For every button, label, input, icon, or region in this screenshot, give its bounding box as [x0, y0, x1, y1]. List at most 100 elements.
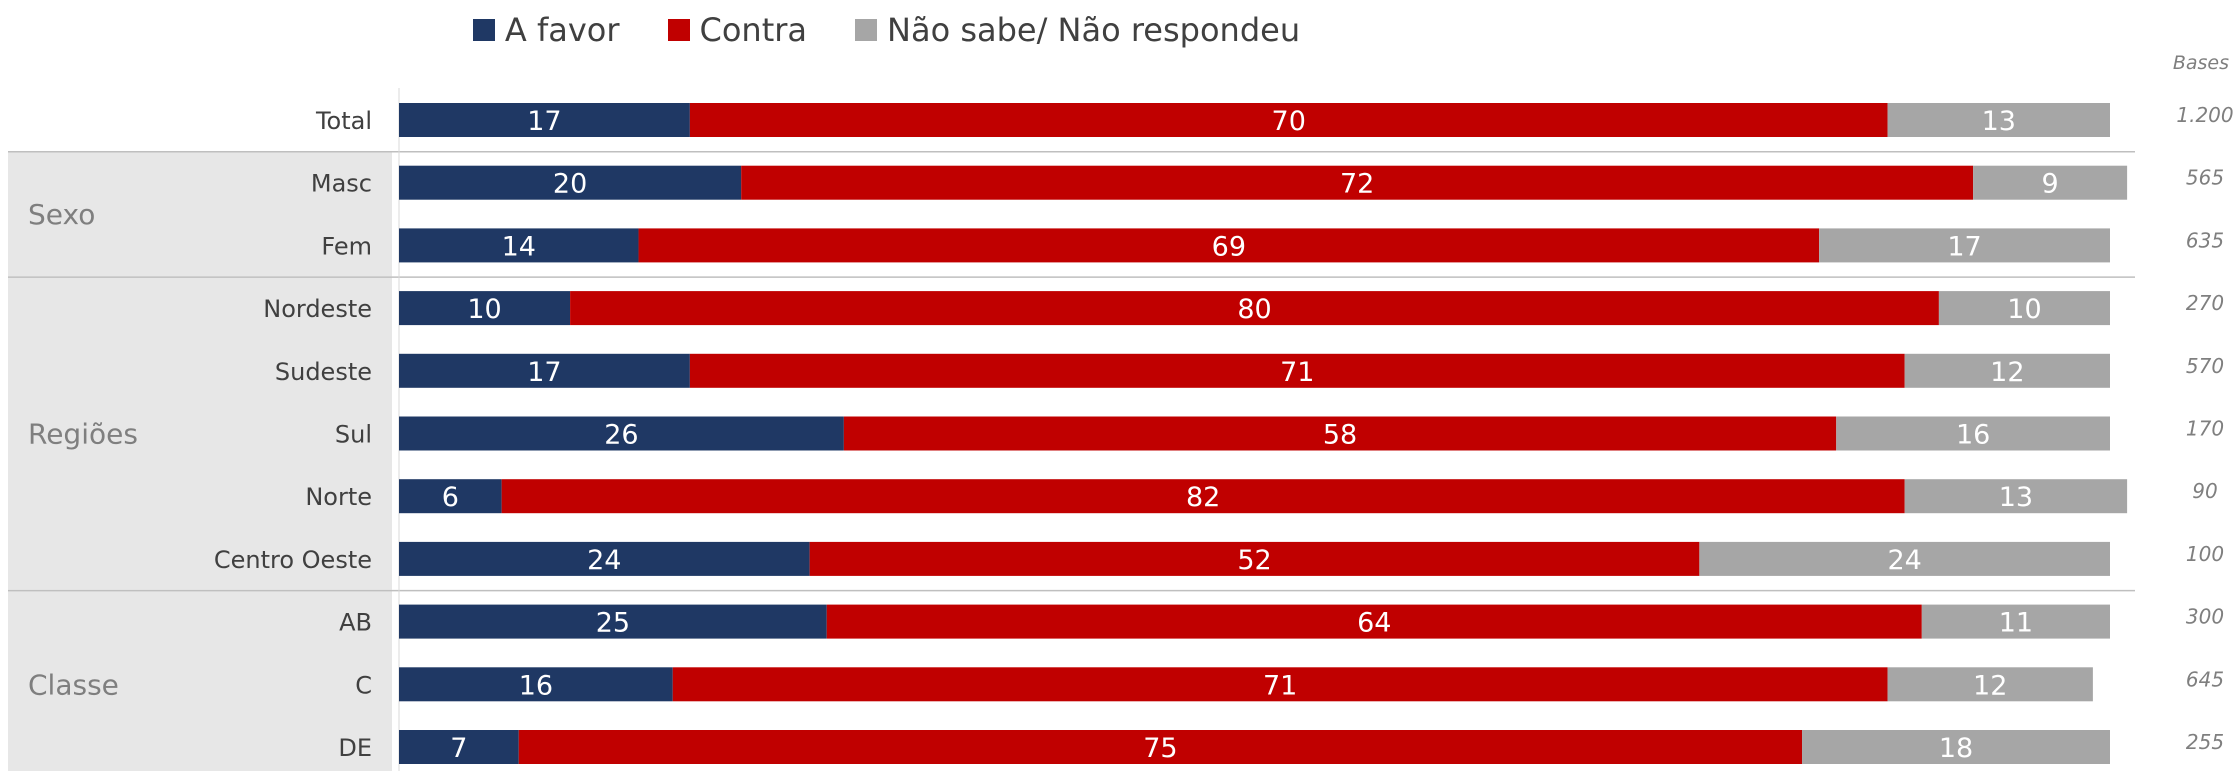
base-value: 645	[2186, 667, 2224, 691]
legend-item-nao-sabe: Não sabe/ Não respondeu	[855, 11, 1300, 49]
bar-nao-sabe	[1904, 479, 2128, 514]
bar-a-favor	[399, 541, 810, 576]
data-label-nao-sabe: 13	[1982, 106, 2016, 137]
bar-nao-sabe	[1887, 103, 2110, 137]
bar-a-favor	[399, 479, 502, 514]
base-value: 270	[2186, 291, 2224, 315]
bar-contra	[570, 291, 1939, 326]
category-label: Nordeste	[263, 295, 372, 323]
base-value: 100	[2186, 542, 2224, 566]
group-panel-2	[8, 277, 392, 590]
data-label-contra: 52	[1237, 545, 1271, 576]
group-label-3: Classe	[28, 668, 119, 701]
category-label: Sudeste	[275, 358, 372, 386]
bar-contra	[741, 165, 1974, 200]
legend-swatch-a-favor	[472, 19, 495, 41]
category-label: Total	[315, 107, 372, 135]
data-label-contra: 75	[1143, 733, 1177, 764]
bar-nao-sabe	[1699, 541, 2110, 576]
bar-contra	[843, 416, 1837, 451]
bar-contra	[638, 228, 1820, 263]
legend-label-contra: Contra	[699, 11, 808, 49]
bar-contra	[672, 667, 1888, 702]
bar-nao-sabe	[1904, 353, 2110, 388]
data-label-nao-sabe: 12	[1990, 357, 2024, 388]
category-label: Centro Oeste	[214, 546, 372, 574]
data-label-a-favor: 26	[604, 420, 638, 451]
legend-label-nao-sabe: Não sabe/ Não respondeu	[887, 11, 1301, 49]
legend-item-a-favor: A favor	[472, 11, 620, 49]
category-label: Norte	[305, 483, 372, 511]
data-label-a-favor: 24	[587, 545, 621, 576]
data-label-contra: 71	[1263, 670, 1297, 701]
category-label: Fem	[321, 232, 372, 260]
data-label-a-favor: 17	[527, 106, 561, 137]
base-value: 300	[2186, 605, 2224, 629]
category-label: AB	[339, 609, 372, 637]
bar-a-favor	[399, 416, 844, 451]
data-label-nao-sabe: 24	[1888, 545, 1922, 576]
data-label-contra: 70	[1272, 106, 1306, 137]
bar-a-favor	[399, 103, 690, 137]
bar-nao-sabe	[1938, 291, 2110, 326]
bar-a-favor	[399, 730, 519, 764]
data-label-nao-sabe: 18	[1939, 733, 1973, 764]
bar-a-favor	[399, 604, 827, 639]
data-label-a-favor: 10	[467, 294, 501, 325]
group-label-1: Sexo	[28, 198, 95, 231]
bar-nao-sabe	[1887, 667, 2093, 702]
legend: A favor Contra Não sabe/ Não respondeu	[0, 0, 2003, 60]
data-label-contra: 82	[1186, 482, 1220, 513]
legend-swatch-nao-sabe	[855, 19, 878, 41]
base-value: 565	[2186, 166, 2224, 190]
data-label-a-favor: 17	[527, 357, 561, 388]
legend-label-a-favor: A favor	[504, 11, 620, 49]
category-label: Sul	[335, 421, 372, 449]
data-label-nao-sabe: 13	[1999, 482, 2033, 513]
category-label: Masc	[311, 170, 372, 198]
data-label-contra: 80	[1237, 294, 1271, 325]
bar-nao-sabe	[1802, 730, 2110, 764]
data-label-a-favor: 25	[596, 608, 630, 639]
bar-a-favor	[399, 667, 673, 702]
data-label-nao-sabe: 11	[1999, 608, 2033, 639]
bar-nao-sabe	[1921, 604, 2110, 639]
data-label-a-favor: 14	[502, 231, 536, 262]
bar-a-favor	[399, 353, 690, 388]
category-label: DE	[338, 734, 372, 762]
bar-nao-sabe	[1819, 228, 2110, 263]
bases-header: Bases	[2172, 52, 2229, 74]
legend-item-contra: Contra	[667, 11, 808, 49]
data-label-contra: 58	[1323, 420, 1357, 451]
data-label-nao-sabe: 12	[1973, 670, 2007, 701]
data-label-contra: 71	[1280, 357, 1314, 388]
bar-contra	[689, 353, 1905, 388]
group-label-2: Regiões	[28, 418, 138, 451]
bar-contra	[809, 541, 1700, 576]
data-label-nao-sabe: 16	[1956, 420, 1990, 451]
data-label-a-favor: 20	[553, 169, 587, 200]
data-label-nao-sabe: 17	[1947, 231, 1981, 262]
group-panel-3	[8, 590, 392, 771]
legend-swatch-contra	[667, 19, 690, 41]
base-value: 635	[2186, 228, 2224, 252]
bar-nao-sabe	[1836, 416, 2110, 451]
category-label: C	[355, 671, 372, 699]
bar-a-favor	[399, 291, 571, 326]
base-value: 570	[2186, 354, 2224, 378]
bar-contra	[826, 604, 1922, 639]
data-label-contra: 69	[1212, 231, 1246, 262]
data-label-a-favor: 7	[450, 733, 467, 764]
data-label-nao-sabe: 10	[2007, 294, 2041, 325]
group-panel-1	[8, 151, 392, 277]
base-value: 1.200	[2176, 103, 2233, 127]
data-label-contra: 72	[1340, 169, 1374, 200]
base-value: 90	[2192, 479, 2217, 503]
bar-contra	[518, 730, 1803, 764]
bar-contra	[689, 103, 1888, 137]
data-label-contra: 64	[1357, 608, 1391, 639]
data-label-a-favor: 16	[519, 670, 553, 701]
bar-a-favor	[399, 165, 742, 200]
data-label-nao-sabe: 9	[2042, 169, 2059, 200]
